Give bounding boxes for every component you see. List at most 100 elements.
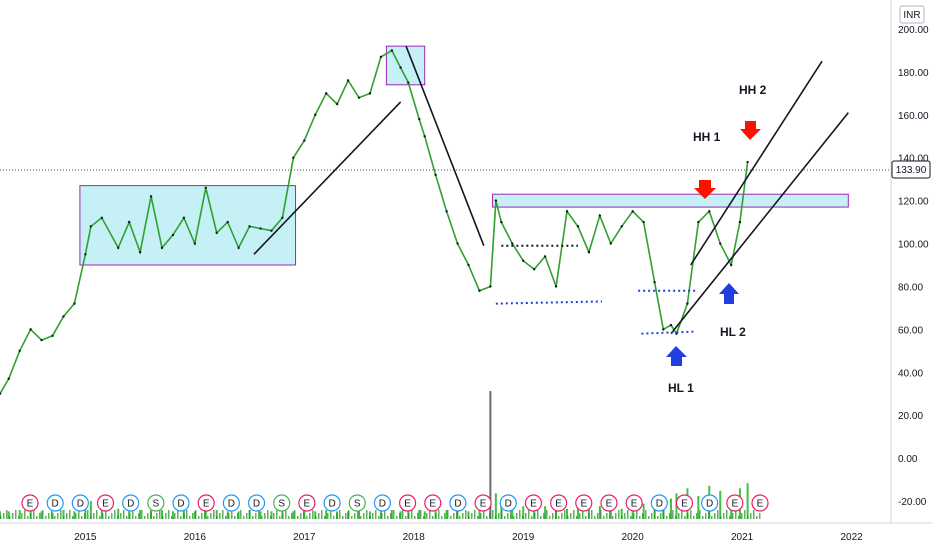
volume-bar — [240, 510, 242, 519]
volume-bar — [15, 510, 17, 519]
price-point — [662, 328, 665, 331]
volume-bar — [390, 513, 392, 519]
event-badge — [71, 494, 89, 512]
volume-bar — [171, 511, 174, 519]
event-badge-letter: S — [278, 499, 285, 510]
volume-bar — [237, 513, 239, 519]
volume-bar — [89, 501, 92, 519]
volume-bar — [591, 510, 593, 519]
event-badge-letter: E — [681, 499, 688, 510]
volume-bar — [549, 516, 551, 519]
volume-bar — [690, 510, 692, 519]
volume-bar — [501, 510, 503, 519]
event-badge-letter: E — [530, 499, 537, 510]
volume-bar — [117, 508, 120, 519]
volume-bar — [33, 510, 35, 519]
volume-bar — [606, 513, 608, 519]
volume-bar — [213, 510, 215, 519]
price-point — [686, 302, 689, 305]
price-point — [708, 210, 711, 213]
volume-bar — [237, 511, 240, 519]
volume-bar — [528, 510, 530, 519]
volume-bar — [693, 516, 695, 519]
price-point — [204, 186, 207, 189]
volume-bar — [582, 510, 584, 519]
volume-bar — [537, 510, 539, 519]
volume-bar — [51, 512, 54, 519]
volume-bar — [753, 510, 755, 519]
last-price-value: 133.90 — [896, 165, 927, 176]
volume-bar — [327, 513, 329, 519]
volume-bar — [325, 510, 328, 519]
event-badge — [575, 494, 593, 512]
trendline — [670, 112, 849, 335]
volume-bar — [669, 513, 671, 519]
volume-bar — [702, 516, 704, 519]
volume-bar — [420, 510, 422, 519]
volume-bar — [525, 513, 527, 519]
hh2-label: HH 2 — [739, 83, 767, 97]
volume-bar — [543, 513, 545, 519]
volume-bar — [399, 511, 402, 519]
volume-bar — [429, 510, 431, 519]
y-tick-label: 100.00 — [898, 240, 929, 251]
price-point — [598, 214, 602, 217]
price-zone — [492, 193, 849, 208]
volume-bar — [390, 510, 393, 519]
volume-bar — [330, 510, 332, 519]
volume-bar — [594, 516, 596, 519]
volume-bar — [354, 513, 356, 519]
volume-bar — [54, 516, 56, 519]
volume-bar — [192, 513, 194, 519]
volume-bar — [63, 516, 65, 519]
volume-bar — [561, 513, 563, 519]
volume-bar — [60, 510, 62, 519]
volume-bar — [620, 508, 623, 519]
volume-bar — [598, 506, 601, 519]
volume-bar — [609, 510, 611, 519]
volume-bar — [379, 511, 382, 519]
volume-bar — [258, 510, 260, 519]
volume-bar — [546, 510, 548, 519]
volume-bar — [746, 483, 749, 519]
price-point — [324, 92, 328, 95]
price-point — [29, 328, 32, 331]
volume-bar — [102, 513, 104, 519]
volume-bar — [168, 510, 170, 519]
volume-bar — [348, 510, 350, 519]
volume-bar — [423, 511, 426, 519]
volume-bar — [573, 510, 575, 519]
volume-bar — [576, 507, 579, 519]
price-point — [543, 255, 547, 258]
currency-badge[interactable] — [899, 5, 925, 24]
event-badge — [398, 494, 417, 512]
volume-bar — [435, 513, 437, 519]
volume-bar — [40, 511, 43, 519]
price-point — [84, 253, 87, 256]
volume-bar — [225, 516, 227, 519]
blue-arrow-hl1 — [666, 346, 687, 366]
price-point — [226, 220, 229, 224]
volume-bar — [45, 516, 47, 519]
volume-bar — [162, 516, 164, 519]
volume-bar — [0, 516, 2, 519]
volume-bar — [99, 516, 101, 519]
volume-bar — [566, 508, 568, 519]
volume-bar — [612, 516, 614, 519]
volume-bar — [90, 516, 92, 519]
volume-bar — [84, 506, 87, 519]
trendline-drawings — [253, 45, 849, 335]
volume-bar — [438, 510, 440, 519]
event-badge — [323, 494, 341, 512]
event-badge-letter: D — [505, 499, 512, 510]
volume-bar — [738, 516, 740, 519]
volume-bar — [369, 516, 371, 519]
volume-bar — [597, 513, 599, 519]
volume-bar — [630, 516, 632, 519]
volume-bar — [642, 503, 645, 519]
volume-bar — [368, 511, 371, 519]
volume-bar — [696, 513, 698, 519]
volume-bar — [156, 513, 158, 519]
price-point — [489, 285, 492, 288]
